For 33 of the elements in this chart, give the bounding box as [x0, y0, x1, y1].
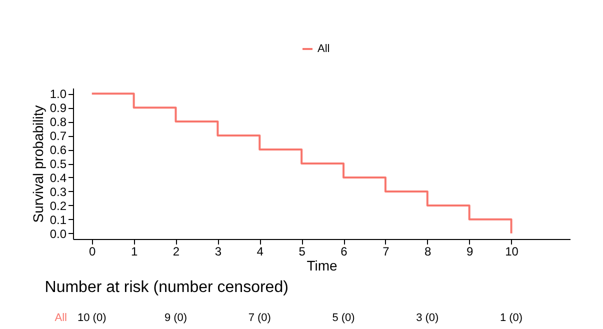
text: Number at risk (number censored)	[44, 279, 288, 296]
x-tick-label: 9	[466, 244, 474, 258]
x-tick-label: 4	[256, 244, 264, 258]
x-tick-label: 1	[130, 244, 138, 258]
y-tick-label: 0.3	[50, 184, 67, 199]
legend-label: All	[318, 43, 330, 55]
x-tick-label: 10	[505, 244, 519, 258]
x-tick-label: 3	[214, 244, 222, 258]
x-tick-label: 7	[382, 244, 390, 258]
y-tick-label: 0.4	[50, 170, 67, 185]
y-axis-title: Survival probability	[30, 105, 46, 223]
x-tick-label: 0	[89, 244, 96, 258]
y-tick-label: 0.0	[50, 226, 67, 241]
text: 10 (0)	[78, 312, 106, 324]
text: 1 (0)	[500, 312, 523, 324]
x-axis-title: Time	[306, 258, 338, 274]
y-tick-label: 0.9	[50, 101, 67, 116]
y-tick-label: 0.8	[50, 115, 67, 130]
y-tick-label: 0.1	[50, 212, 67, 227]
text: All	[54, 312, 67, 324]
y-tick-label: 0.2	[50, 198, 67, 213]
x-tick-label: 8	[424, 244, 432, 258]
y-tick-label: 0.5	[50, 157, 67, 171]
y-tick-label: 0.7	[50, 129, 67, 144]
y-tick-label: 0.6	[50, 143, 67, 158]
x-tick-label: 2	[172, 244, 180, 258]
text: 9 (0)	[164, 312, 188, 324]
x-tick-label: 6	[340, 244, 348, 258]
text: 7 (0)	[248, 312, 271, 324]
text: 3 (0)	[416, 312, 439, 324]
text: 5 (0)	[332, 312, 355, 324]
x-tick-label: 5	[298, 244, 306, 258]
y-tick-label: 1.0	[50, 87, 67, 102]
